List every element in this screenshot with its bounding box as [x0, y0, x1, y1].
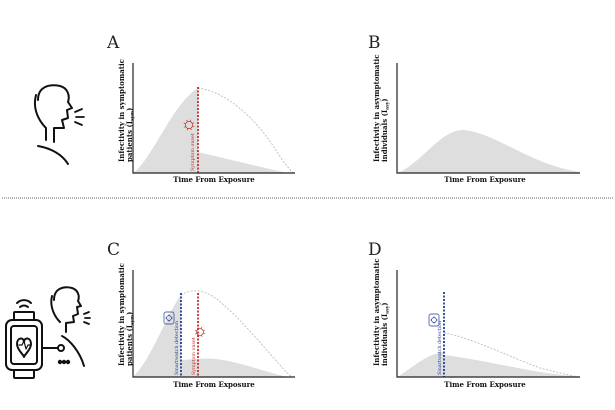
infectivity-area	[133, 88, 288, 173]
infectivity-area	[397, 130, 580, 173]
y-axis-title: Infectivity in symptomatic	[117, 263, 126, 366]
y-axis-subtitle: patients (Isym)	[125, 108, 136, 162]
y-axis-subtitle: patients (Isym)	[125, 312, 136, 366]
axes	[132, 270, 295, 378]
panel-letter: D	[368, 240, 382, 260]
symptom-onset-label: Symptom onset	[190, 133, 196, 171]
panel-c: C Smartwatch detection Symptom onset Inf…	[107, 240, 295, 389]
virus-icon	[183, 119, 195, 131]
y-axis-title: Infectivity in asymptomatic	[372, 55, 381, 162]
smartwatch-virus-icon	[163, 311, 175, 325]
x-axis-title: Time From Exposure	[173, 380, 255, 389]
y-axis-subtitle: individuals (Iasy)	[380, 98, 391, 162]
potential-infectivity-curve	[197, 87, 294, 174]
panel-a: A Symptom onset Infectivity in symptomat…	[106, 33, 295, 184]
potential-infectivity-curve	[443, 332, 581, 378]
virus-icon	[194, 326, 206, 338]
infectivity-area	[133, 295, 290, 377]
panel-d: D Smartwatch detection Infectivity in as…	[368, 240, 581, 389]
smartwatch-detection-label: Smartwatch detection	[174, 321, 180, 375]
axes	[396, 270, 580, 378]
axes	[396, 63, 580, 174]
panel-letter: B	[368, 33, 381, 53]
x-axis-title: Time From Exposure	[444, 380, 526, 389]
x-axis-title: Time From Exposure	[173, 175, 255, 184]
y-axis-title: Infectivity in symptomatic	[117, 59, 126, 162]
smartwatch-virus-icon	[428, 313, 440, 327]
y-axis-title: Infectivity in asymptomatic	[372, 259, 381, 366]
potential-infectivity-curve	[180, 290, 293, 378]
panel-letter: C	[107, 240, 120, 260]
symptom-onset-label: Symptom onset	[191, 337, 197, 375]
infectivity-area	[397, 352, 580, 377]
x-axis-title: Time From Exposure	[444, 175, 526, 184]
smartwatch-detection-label: Smartwatch detection	[437, 321, 443, 375]
coughing-person-icon	[34, 84, 85, 165]
panel-b: B Infectivity in asymptomatic individual…	[368, 33, 580, 184]
y-axis-subtitle: individuals (Iasy)	[380, 302, 391, 366]
axes	[132, 63, 295, 174]
smartwatch-person-icon	[5, 286, 91, 379]
panel-letter: A	[106, 33, 120, 53]
